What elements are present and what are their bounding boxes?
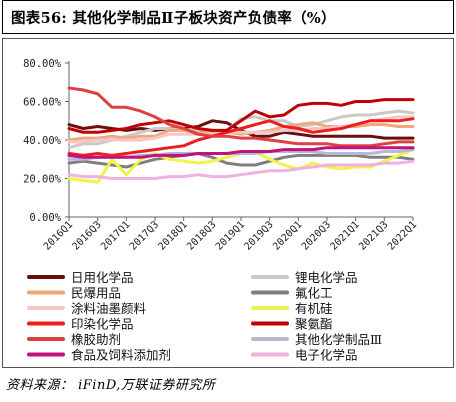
- chart-frame: 0.00% 20.00% 40.00% 60.00% 80.00% 2016Q1 2016Q…: [2, 38, 454, 368]
- figure-title-box: 图表56: 其他化学制品Ⅱ子板块资产负债率（%）: [2, 0, 454, 34]
- series-line-7: [67, 117, 415, 157]
- x-tick-label: 2021Q3: [357, 219, 390, 252]
- y-tick-label: 20.00%: [23, 174, 62, 186]
- x-tick-label: 2018Q1: [156, 219, 189, 252]
- x-tick-label: 2019Q1: [214, 219, 247, 252]
- x-tick-label: 2020Q3: [300, 219, 333, 252]
- x-tick-label: 2016Q1: [42, 219, 75, 252]
- series-line-12: [67, 159, 415, 180]
- legend-label-6: 有机硅: [295, 301, 333, 316]
- legend-label-10: 其他化学制品Ⅲ: [295, 332, 382, 347]
- legend-label-3: 民爆用品: [71, 286, 121, 301]
- line-chart: 0.00% 20.00% 40.00% 60.00% 80.00% 2016Q12016Q…: [23, 58, 419, 363]
- figure-title: 图表56: 其他化学制品Ⅱ子板块资产负债率（%）: [11, 10, 336, 27]
- x-tick-label: 2019Q3: [242, 219, 275, 252]
- series-line-11: [67, 146, 415, 159]
- x-tick-label: 2021Q1: [328, 219, 361, 252]
- x-tick-label: 2020Q1: [271, 219, 304, 252]
- series-line-2: [67, 109, 415, 150]
- y-tick-label: 0.00%: [29, 212, 61, 224]
- series-line-3: [67, 121, 415, 142]
- x-tick-label: 2022Q1: [386, 219, 419, 252]
- legend-label-12: 电子化学品: [295, 348, 358, 363]
- y-tick-label: 80.00%: [23, 58, 62, 70]
- x-tick-label: 2016Q3: [70, 219, 103, 252]
- legend-label-11: 食品及饲料添加剂: [71, 348, 171, 363]
- y-tick-label: 40.00%: [23, 135, 62, 147]
- x-tick-label: 2017Q3: [128, 219, 161, 252]
- legend-label-4: 氟化工: [295, 286, 333, 301]
- legend-label-9: 橡胶助剂: [71, 332, 121, 347]
- series-line-4: [67, 152, 415, 169]
- source-note: 资料来源： iFinD,万联证券研究所: [6, 378, 216, 393]
- series-line-9: [67, 86, 415, 148]
- legend-label-1: 日用化学品: [71, 270, 134, 285]
- legend-label-8: 聚氨酯: [295, 317, 333, 332]
- x-tick-label: 2017Q1: [99, 219, 132, 252]
- legend-label-5: 涂料油墨颜料: [71, 301, 147, 316]
- legend-label-7: 印染化学品: [71, 317, 134, 332]
- legend-label-2: 锂电化学品: [295, 270, 358, 285]
- y-tick-label: 60.00%: [23, 97, 62, 109]
- series-line-1: [67, 119, 415, 140]
- series-line-8: [67, 98, 415, 134]
- x-tick-label: 2018Q3: [185, 219, 218, 252]
